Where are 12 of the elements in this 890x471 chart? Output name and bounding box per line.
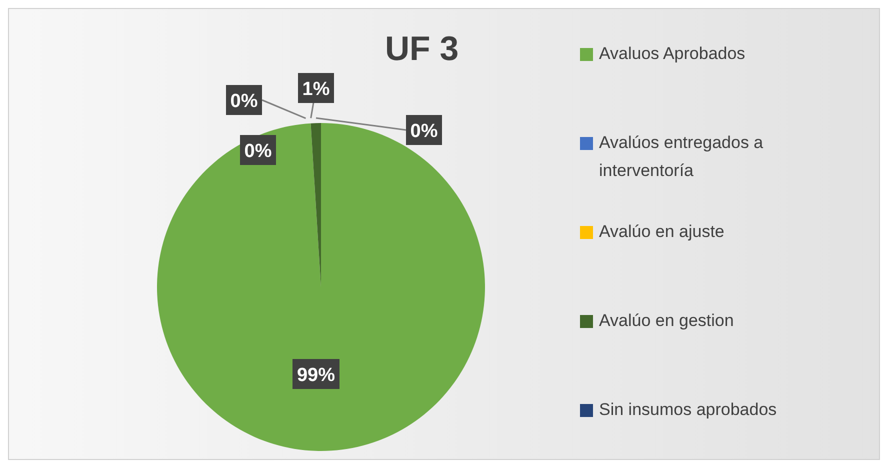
- legend-label: Avaluos Aprobados: [599, 43, 746, 65]
- pie-slice: [157, 123, 485, 451]
- chart-title: UF 3: [385, 30, 459, 69]
- text: 0%: [410, 121, 438, 142]
- legend-label: Avalúo en gestion: [599, 310, 735, 332]
- legend-label: Sin insumos aprobados: [599, 399, 778, 421]
- legend-label: Avalúo en ajuste: [599, 221, 726, 243]
- data-label: 99%: [296, 365, 336, 386]
- legend-label: Avalúos entregados a interventoría: [599, 132, 764, 182]
- text: 0%: [244, 141, 272, 162]
- data-label: 1%: [302, 79, 330, 100]
- text: 0%: [230, 91, 258, 112]
